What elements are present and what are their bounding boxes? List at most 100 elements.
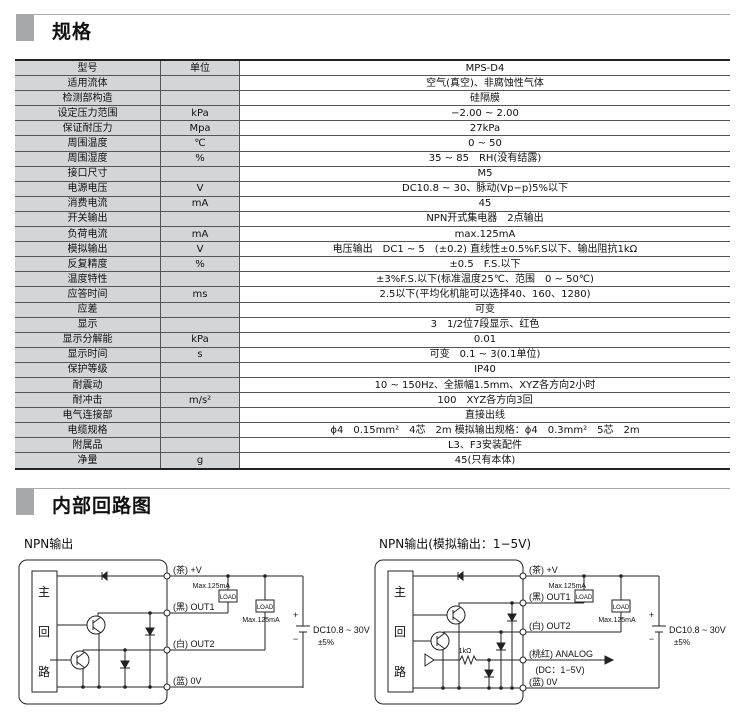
max-current-label: Max.125mA bbox=[193, 583, 231, 590]
value-cell: 电压输出 DC1 ~ 5 (±0.2) 直线性±0.5%F.S以下、输出阻抗1k… bbox=[239, 241, 730, 258]
wire bbox=[76, 651, 86, 659]
terminal-label: (蓝) 0V bbox=[173, 675, 202, 686]
main-circuit-label: 主 bbox=[394, 585, 406, 599]
unit-cell bbox=[160, 377, 240, 394]
junction-dot bbox=[148, 685, 152, 689]
terminal-label: (蓝) 0V bbox=[529, 676, 558, 687]
value-cell: 直接出线 bbox=[239, 407, 730, 424]
junction-dot bbox=[123, 685, 127, 689]
terminal-circle bbox=[163, 683, 171, 691]
zener-diode-icon bbox=[145, 627, 155, 637]
wire bbox=[82, 649, 164, 651]
table-row: 保护等级 IP40 bbox=[15, 362, 730, 378]
table-row: 温度特性 ±3%F.S.以下(标准温度25℃、范围 0 ~ 50℃) bbox=[15, 271, 730, 288]
value-cell: ±0.5 F.S.以下 bbox=[239, 256, 730, 273]
value-cell: max.125mA bbox=[239, 226, 730, 243]
supply-tolerance: ±5% bbox=[674, 638, 690, 647]
value-cell: 10 ~ 150Hz、全振幅1.5mm、XYZ各方向2小时 bbox=[239, 377, 730, 394]
value-cell: NPN开式集电器 2点输出 bbox=[239, 211, 730, 228]
terminal-label: (白) OUT2 bbox=[529, 620, 571, 631]
section-title: 内部回路图 bbox=[52, 495, 153, 517]
unit-cell: kPa bbox=[160, 105, 240, 122]
unit-cell bbox=[160, 437, 240, 454]
value-cell: 45(只有本体) bbox=[239, 452, 730, 470]
zener-diode-icon bbox=[484, 669, 494, 679]
junction-dot bbox=[441, 686, 445, 690]
unit-cell: ms bbox=[160, 286, 240, 303]
section-marker bbox=[16, 14, 34, 41]
wire bbox=[92, 616, 102, 624]
value-cell: −2.00 ~ 2.00 bbox=[239, 105, 730, 122]
param-name-cell: 显示分解能 bbox=[15, 332, 161, 348]
unit-cell bbox=[160, 407, 240, 424]
table-row: 耐震动 10 ~ 150Hz、全振幅1.5mm、XYZ各方向2小时 bbox=[15, 377, 730, 394]
load-label: LOAD bbox=[220, 595, 237, 601]
load-label: LOAD bbox=[613, 605, 630, 611]
unit-cell: ℃ bbox=[160, 135, 240, 152]
value-cell: 45 bbox=[239, 196, 730, 212]
terminal-circle bbox=[163, 646, 171, 654]
diagram-left-title: NPN输出 bbox=[24, 537, 74, 551]
table-row: 反复精度% ±0.5 F.S.以下 bbox=[15, 256, 730, 273]
transistor-icon bbox=[430, 631, 450, 651]
terminal-circle bbox=[519, 684, 527, 692]
param-name-cell: 应差 bbox=[15, 302, 161, 318]
value-cell: IP40 bbox=[239, 362, 730, 378]
param-name-cell: 电缆规格 bbox=[15, 422, 161, 439]
table-row: 消费电流 mA 45 bbox=[15, 196, 730, 212]
junction-dot bbox=[97, 685, 101, 689]
minus-sign: − bbox=[293, 634, 298, 644]
unit-cell: mA bbox=[160, 226, 240, 243]
unit-cell bbox=[160, 362, 240, 378]
main-circuit-label: 路 bbox=[38, 664, 50, 679]
table-row: 开关输出 NPN开式集电器 2点输出 bbox=[15, 211, 730, 228]
param-name-cell: 周围温度 bbox=[15, 135, 161, 152]
param-name-cell: 保护等级 bbox=[15, 362, 161, 378]
unit-cell: Mpa bbox=[160, 120, 240, 137]
table-row: 接口尺寸 M5 bbox=[15, 166, 730, 182]
terminal-label: (黑) OUT1 bbox=[529, 592, 571, 602]
table-row: 周围温度 ℃ 0 ~ 50 bbox=[15, 135, 730, 152]
terminal-label: (茶) +V bbox=[173, 564, 202, 575]
section-rule bbox=[34, 14, 730, 15]
plus-sign: + bbox=[293, 610, 298, 620]
max-current-label: Max.125mA bbox=[598, 617, 636, 624]
unit-cell bbox=[160, 271, 240, 288]
param-name-cell: 耐冲击 bbox=[15, 392, 161, 409]
unit-cell: m/s² bbox=[160, 392, 240, 409]
param-name-cell: 周围湿度 bbox=[15, 151, 161, 167]
value-cell: M5 bbox=[239, 166, 730, 182]
minus-sign: − bbox=[649, 634, 654, 644]
table-row: 设定压力范围 kPa −2.00 ~ 2.00 bbox=[15, 105, 730, 122]
diode-icon bbox=[101, 570, 108, 582]
param-name-cell: 负荷电流 bbox=[15, 226, 161, 243]
table-row: 显示分解能 kPa 0.01 bbox=[15, 332, 730, 348]
value-cell: 27kPa bbox=[239, 120, 730, 137]
wire bbox=[436, 632, 446, 640]
param-name-cell: 检测部构造 bbox=[15, 90, 161, 107]
terminal-label: (桃红) ANALOG bbox=[529, 648, 593, 659]
param-name-cell: 开关输出 bbox=[15, 211, 161, 228]
unit-cell: % bbox=[160, 256, 240, 273]
junction-dot bbox=[499, 686, 503, 690]
value-cell: ϕ4 0.15mm² 4芯 2m 模拟输出规格：ϕ4 0.3mm² 5芯 2m bbox=[239, 422, 730, 439]
value-cell: 0.01 bbox=[239, 332, 730, 348]
load-label: LOAD bbox=[576, 595, 593, 601]
param-name-cell: 电源电压 bbox=[15, 181, 161, 197]
param-name-cell: 接口尺寸 bbox=[15, 166, 161, 182]
unit-cell bbox=[160, 317, 240, 333]
table-row: 应差 可变 bbox=[15, 302, 730, 318]
max-current-label: Max.125mA bbox=[549, 583, 587, 590]
table-header-row: 型号 单位 MPS-D4 bbox=[15, 60, 730, 77]
value-cell: 可变 bbox=[239, 302, 730, 318]
unit-cell: mA bbox=[160, 196, 240, 212]
param-name-cell: 模拟输出 bbox=[15, 241, 161, 258]
param-name-cell: 应答时间 bbox=[15, 286, 161, 303]
value-cell: 2.5以下(平均化机能可以选择40、160、1280) bbox=[239, 286, 730, 303]
table-row: 适用流体 空气(真空)、非腐蚀性气体 bbox=[15, 75, 730, 92]
resistor-icon bbox=[459, 654, 477, 666]
main-circuit-label: 路 bbox=[394, 664, 406, 679]
junction-dot bbox=[487, 686, 491, 690]
wire bbox=[452, 606, 462, 614]
